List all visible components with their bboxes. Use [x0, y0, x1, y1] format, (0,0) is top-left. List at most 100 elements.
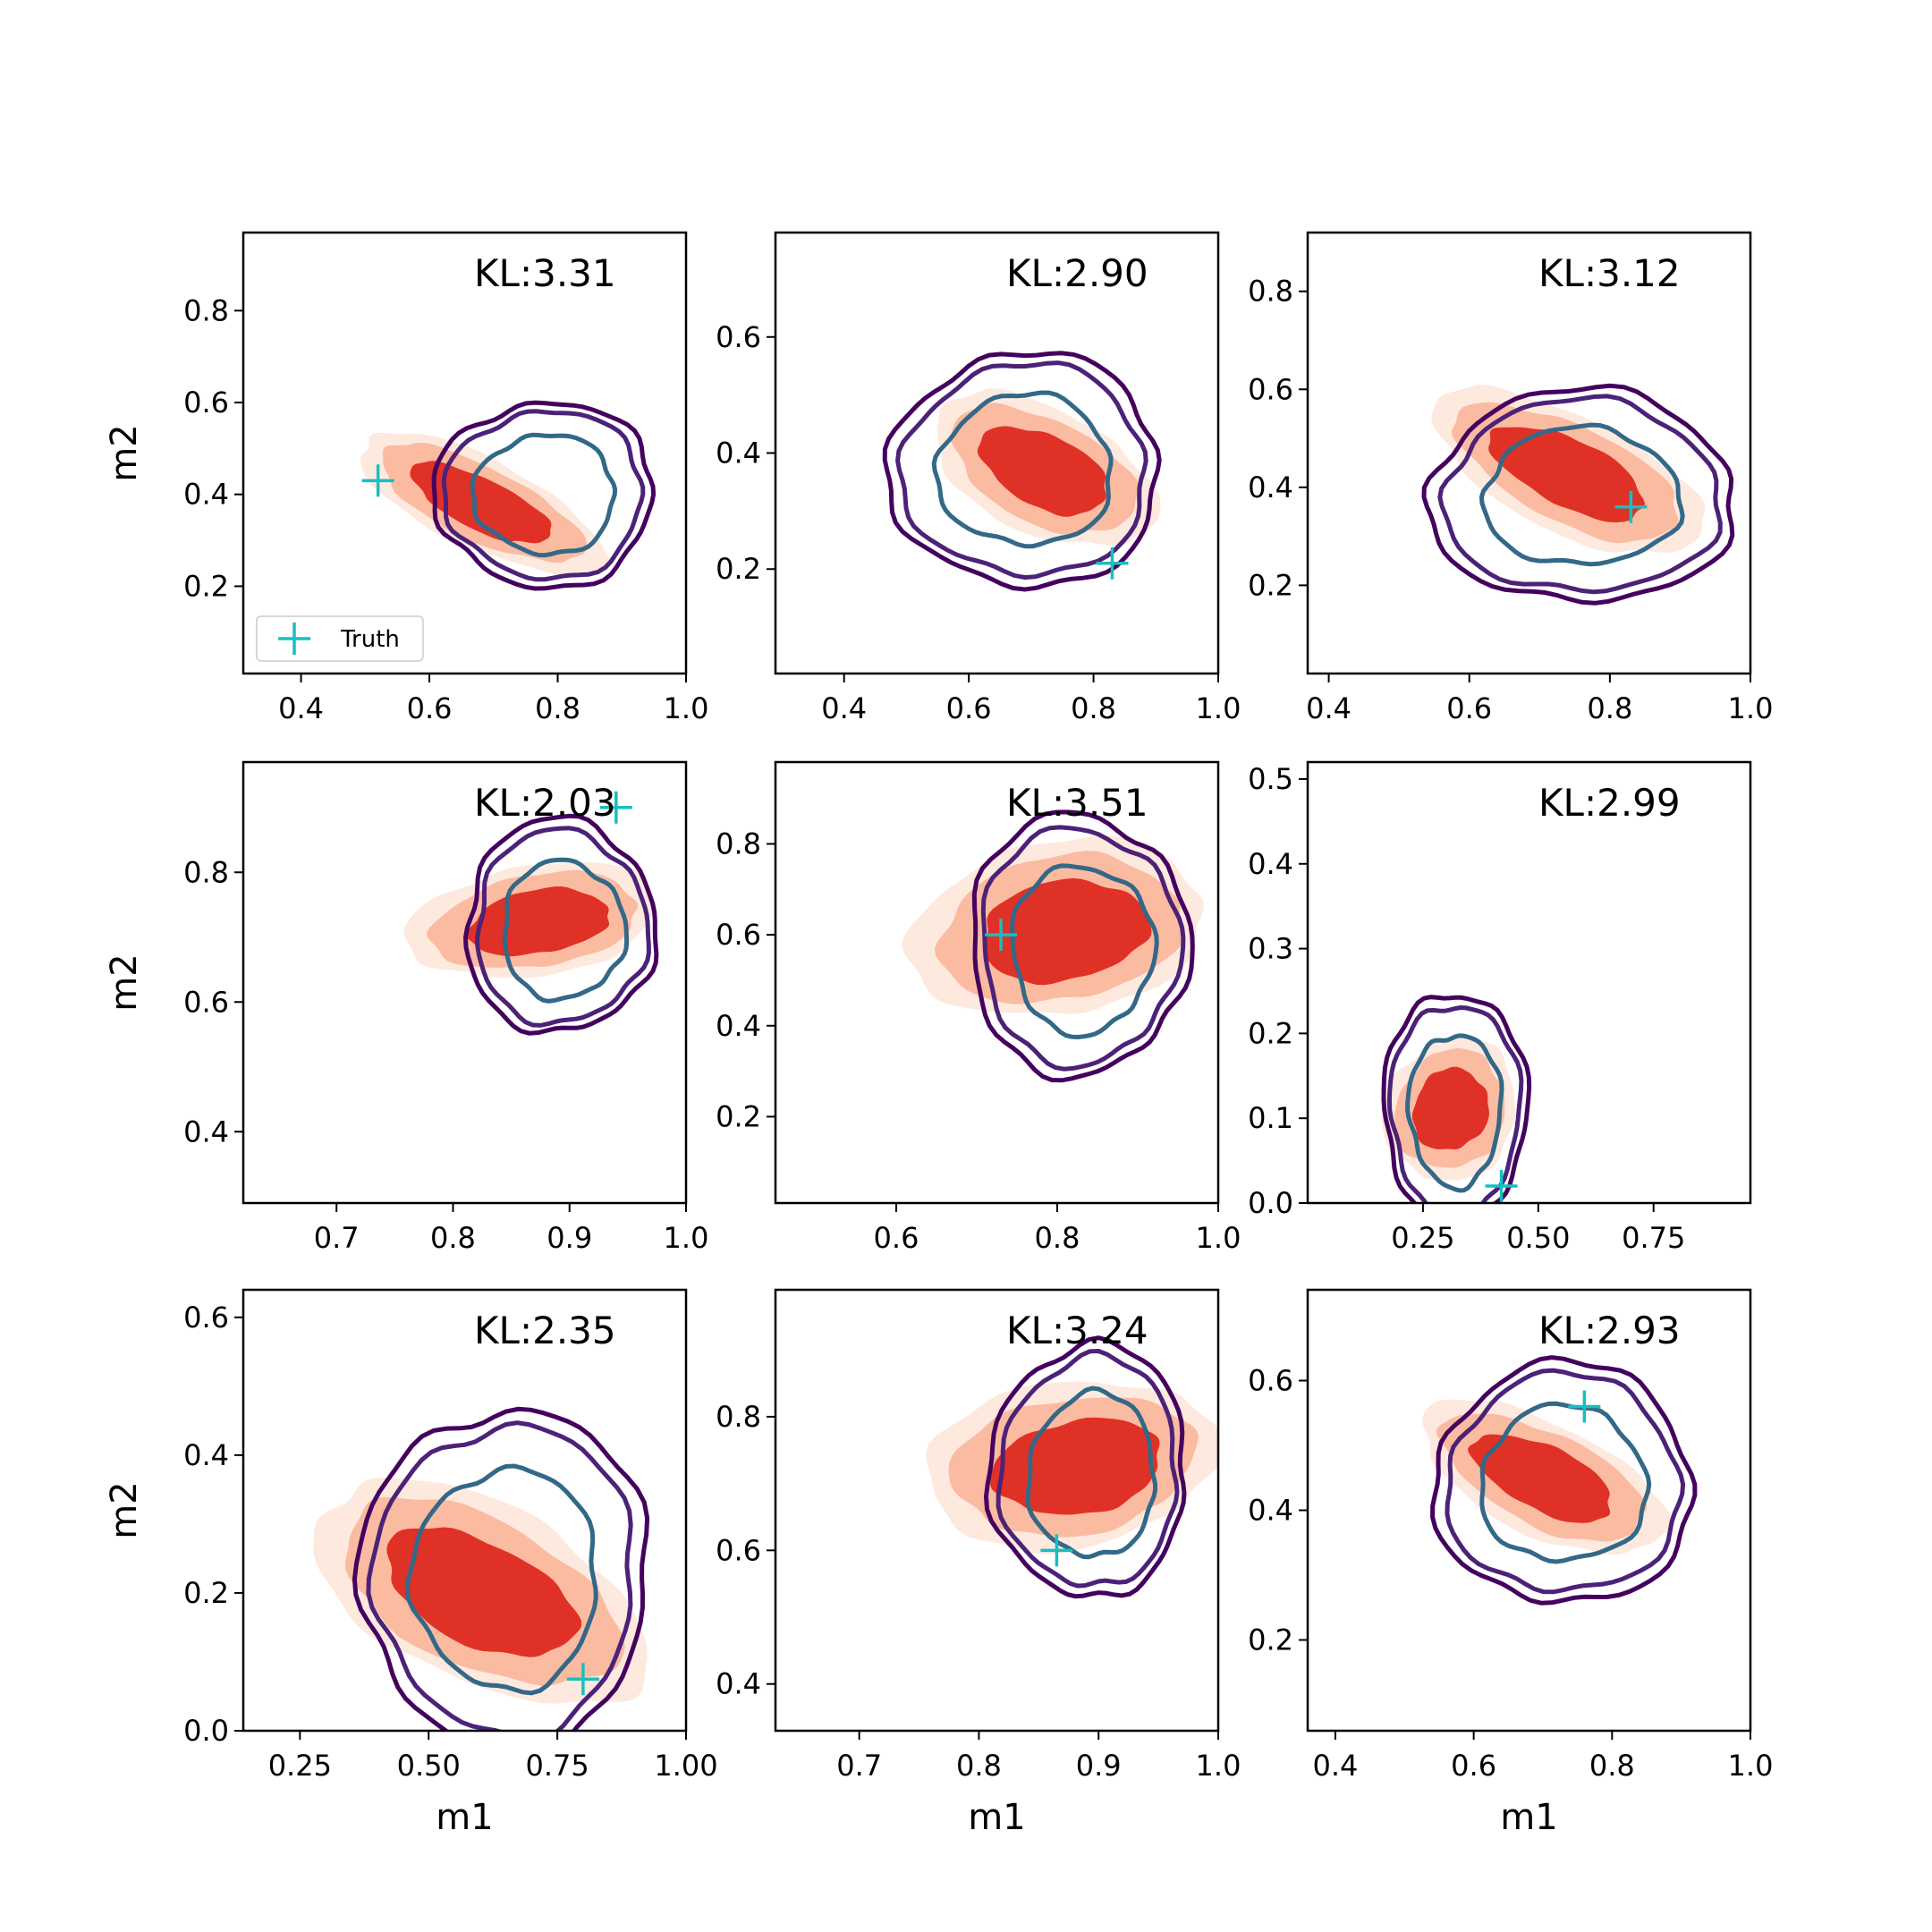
y-tick-label: 0.4 [1248, 1494, 1293, 1528]
y-tick-label: 0.8 [183, 855, 229, 889]
truth-marker [566, 1663, 599, 1696]
contour-inner [1405, 1033, 1504, 1193]
x-tick-label: 1.0 [1728, 1749, 1774, 1783]
subplot-7: KL:2.35 0.25 0.50 0.75 1.00 0.0 0.2 0.4 0.6 m1 m2 [104, 1288, 718, 1838]
plot-area [313, 1406, 650, 1731]
y-tick-label: 0.2 [716, 552, 761, 586]
fill-level-inner [386, 1527, 582, 1657]
axes-frame [1306, 231, 1752, 675]
contour-inner [502, 857, 630, 1004]
axes-frame [242, 1288, 688, 1733]
contour-mid [1445, 1368, 1686, 1595]
fill-level-inner [977, 426, 1106, 517]
truth-marker [1614, 490, 1648, 523]
y-tick-label: 0.6 [183, 1301, 229, 1335]
y-tick-label: 0.8 [716, 1400, 761, 1434]
x-tick-label: 0.75 [1622, 1221, 1685, 1255]
fill-level-inner [465, 886, 609, 957]
contour-mid [895, 360, 1148, 580]
plot-area [1421, 383, 1735, 606]
plot-area [902, 809, 1205, 1083]
fill-level-inner [1468, 1434, 1611, 1523]
x-tick-label: 1.00 [654, 1749, 717, 1783]
y-tick-label: 0.5 [1248, 762, 1293, 796]
x-tick-label: 0.4 [278, 691, 324, 725]
y-tick-label: 0.3 [1248, 932, 1293, 966]
y-tick-label: 0.1 [1248, 1101, 1293, 1135]
y-tick-label: 0.6 [183, 386, 229, 419]
subplot-9: KL:2.930.4 0.6 0.8 1.00.20.40.6m1 [1248, 1288, 1774, 1838]
y-axis-title: m2 [104, 1481, 145, 1538]
x-tick-label: 0.6 [946, 691, 992, 725]
y-tick-label: 0.8 [1248, 275, 1293, 309]
x-axis-title: m1 [436, 1797, 493, 1838]
truth-marker [1040, 1534, 1073, 1567]
y-tick-label: 0.4 [183, 478, 229, 512]
y-tick-label: 0.0 [1248, 1186, 1293, 1220]
truth-marker [1485, 1170, 1518, 1203]
x-tick-label: 1.0 [664, 691, 709, 725]
contour-outer [1430, 1355, 1698, 1606]
contour-inner [404, 1463, 598, 1696]
y-tick-label: 0.2 [183, 569, 229, 603]
y-tick-label: 0.6 [183, 985, 229, 1019]
contour-outer [1421, 383, 1735, 606]
contour-outer [462, 813, 659, 1036]
contour-inner [931, 390, 1114, 549]
x-tick-label: 0.6 [1446, 691, 1492, 725]
kl-label: KL:2.03 [474, 781, 616, 825]
contour-outer [1381, 995, 1532, 1203]
subplot-5: KL:3.51 0.6 0.8 1.0 0.2 0.4 0.6 0.8 [716, 760, 1241, 1255]
x-tick-label: 0.8 [430, 1221, 476, 1255]
x-axis-title: m1 [1500, 1797, 1557, 1838]
x-tick-label: 0.6 [1451, 1749, 1496, 1783]
x-tick-label: 0.8 [1587, 691, 1632, 725]
contour-outer [971, 809, 1195, 1083]
contour-mid [1437, 394, 1723, 595]
plot-area [360, 400, 657, 591]
contour-inner [1025, 1385, 1158, 1560]
x-tick-label: 1.0 [1728, 691, 1774, 725]
kl-label: KL:3.31 [474, 251, 616, 295]
x-tick-label: 0.9 [547, 1221, 592, 1255]
x-tick-label: 0.4 [1306, 691, 1352, 725]
x-tick-label: 0.50 [397, 1749, 461, 1783]
y-tick-label: 0.2 [1248, 568, 1293, 602]
y-tick-label: 0.2 [716, 1099, 761, 1133]
contour-mid [996, 1348, 1180, 1589]
y-tick-label: 0.4 [716, 436, 761, 470]
contour-inner [1479, 1401, 1652, 1564]
truth-marker [599, 791, 632, 824]
x-tick-label: 0.8 [1589, 1749, 1635, 1783]
y-tick-label: 0.4 [716, 1667, 761, 1701]
contour-outer [431, 400, 657, 591]
contour-outer [352, 1406, 650, 1731]
axes-frame [774, 1288, 1220, 1733]
subplot-2: KL:2.90 0.4 0.6 0.8 1.0 0.2 0.4 0.6 [716, 231, 1241, 725]
y-tick-label: 0.4 [1248, 470, 1293, 504]
y-axis-title: m2 [104, 953, 145, 1011]
kl-label: KL:2.35 [474, 1309, 616, 1352]
truth-marker [1568, 1390, 1601, 1423]
y-tick-label: 0.4 [183, 1114, 229, 1148]
subplot-8: KL:3.24 0.7 0.8 0.9 1.0 0.4 0.6 0.8 m1 [716, 1288, 1241, 1838]
y-tick-label: 0.2 [1248, 1016, 1293, 1050]
x-tick-label: 0.8 [1071, 691, 1116, 725]
kl-label: KL:3.51 [1006, 781, 1148, 825]
x-tick-label: 0.75 [525, 1749, 589, 1783]
x-tick-label: 0.8 [535, 691, 580, 725]
subplot-3: KL:3.12 0.4 0.6 0.8 1.0 0.2 0.4 0.6 0.8 [1248, 231, 1774, 725]
contour-inner [1479, 422, 1685, 567]
contour-inner [470, 432, 618, 558]
kl-label: KL:3.24 [1006, 1309, 1148, 1352]
x-axis-title: m1 [968, 1797, 1025, 1838]
legend-label: Truth [340, 626, 400, 653]
truth-marker [361, 464, 394, 497]
y-axis-title: m2 [104, 424, 145, 481]
plot-area [882, 351, 1162, 592]
kl-label: KL:2.93 [1538, 1309, 1681, 1352]
y-tick-label: 0.6 [716, 918, 761, 952]
subplot-6: KL:2.99 0.25 0.50 0.75 0.0 0.1 0.2 0.3 0.4 0.5 [1248, 760, 1752, 1255]
plot-area [926, 1335, 1218, 1599]
